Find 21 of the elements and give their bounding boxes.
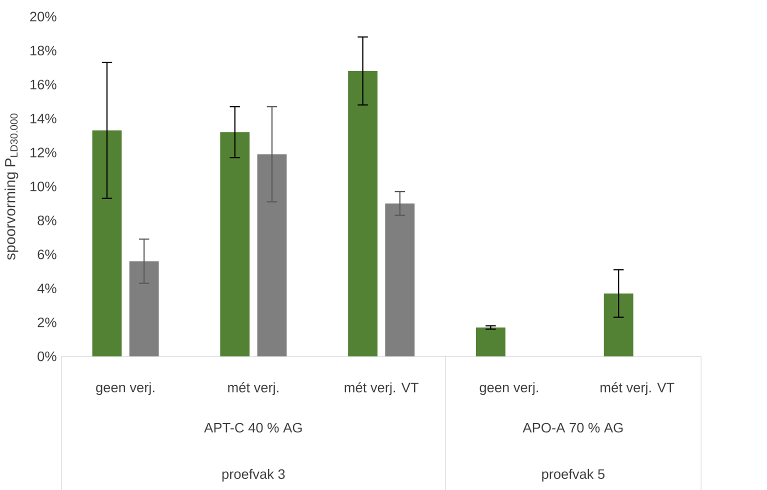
x-tick-label: geen verj. — [480, 382, 538, 395]
x-tick-label: geen verj. — [96, 382, 154, 395]
y-tick-label: 20% — [30, 12, 56, 22]
y-tick-label: 12% — [30, 147, 56, 158]
y-tick-label: 18% — [30, 46, 56, 56]
y-tick-label: 10% — [30, 181, 56, 192]
y-tick-label: 2% — [38, 317, 56, 327]
y-tick-label: 8% — [38, 215, 56, 226]
text: APT-C 40 % AG — [204, 422, 302, 432]
y-tick-label: 4% — [37, 283, 56, 293]
x-tick-label: mét verj. VT — [344, 382, 418, 395]
y-tick-label: 16% — [30, 80, 56, 90]
y-axis-title: spoorvorming P$_{LD30.000}$ — [4, 113, 18, 260]
y-tick-label: 0% — [38, 351, 56, 361]
text: proefvak 3 — [222, 468, 285, 482]
x-tick-label: mét verj. VT — [600, 382, 674, 395]
text: proefvak 5 — [542, 468, 605, 482]
x-tick-label: mét verj. — [228, 382, 278, 395]
y-tick-label: 6% — [38, 249, 56, 260]
y-tick-label: 14% — [30, 114, 56, 124]
text: APO-A 70 % AG — [522, 422, 623, 432]
